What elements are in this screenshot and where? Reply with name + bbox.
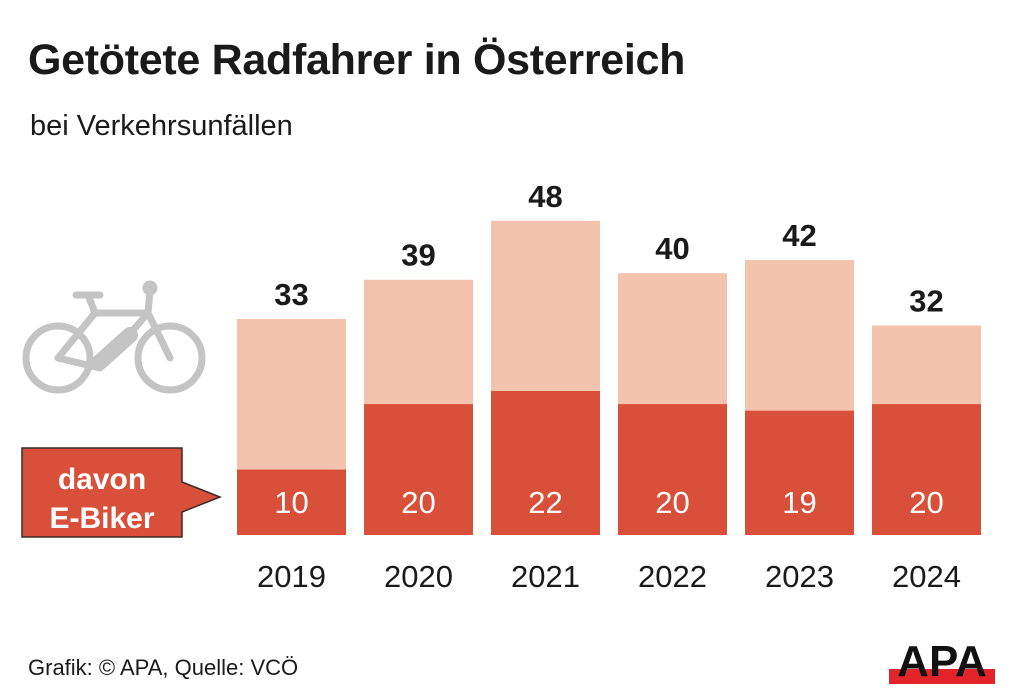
x-tick-label: 2022 xyxy=(638,559,707,594)
bar-ebike xyxy=(491,391,600,535)
ebike-label: 22 xyxy=(528,485,562,520)
ebike-label: 19 xyxy=(782,485,816,520)
bar-other xyxy=(745,260,854,411)
total-label: 39 xyxy=(401,238,435,273)
x-tick-label: 2021 xyxy=(511,559,580,594)
total-label: 32 xyxy=(909,284,943,319)
bar-ebike xyxy=(237,469,346,535)
bar-other xyxy=(364,279,473,405)
x-tick-label: 2020 xyxy=(384,559,453,594)
ebike-label: 20 xyxy=(909,485,943,520)
total-label: 33 xyxy=(274,277,308,312)
total-label: 48 xyxy=(528,179,562,214)
bar-other xyxy=(872,325,981,405)
apa-logo: APA xyxy=(889,637,995,686)
x-tick-label: 2019 xyxy=(257,559,326,594)
bar-other xyxy=(237,319,346,470)
svg-text:APA: APA xyxy=(897,637,987,686)
total-label: 40 xyxy=(655,231,689,266)
bar-ebike xyxy=(872,404,981,535)
bar-ebike xyxy=(745,410,854,535)
bar-other xyxy=(618,273,727,405)
callout: davon E-Biker xyxy=(21,447,223,538)
bar-ebike xyxy=(618,404,727,535)
total-label: 42 xyxy=(782,218,816,253)
source-note: Grafik: © APA, Quelle: VCÖ xyxy=(28,655,299,680)
callout-line-2: E-Biker xyxy=(49,502,154,535)
chart-subtitle: bei Verkehrsunfällen xyxy=(30,110,293,142)
ebike-label: 10 xyxy=(274,485,308,520)
bar-ebike xyxy=(364,404,473,535)
e-bike-icon xyxy=(22,280,206,394)
callout-line-1: davon xyxy=(58,463,146,496)
ebike-label: 20 xyxy=(655,485,689,520)
ebike-label: 20 xyxy=(401,485,435,520)
chart-title: Getötete Radfahrer in Österreich xyxy=(28,36,686,84)
x-tick-label: 2023 xyxy=(765,559,834,594)
x-tick-label: 2024 xyxy=(892,559,961,594)
bar-other xyxy=(491,220,600,391)
